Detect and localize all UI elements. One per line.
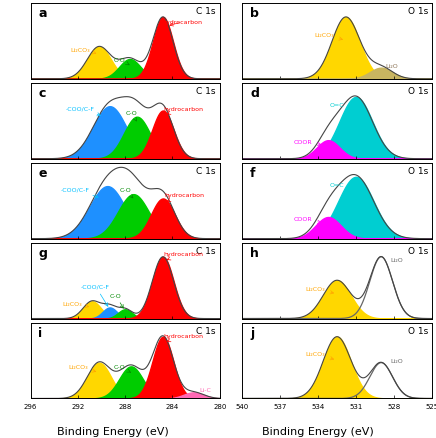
- Text: C-O: C-O: [113, 364, 130, 372]
- Text: O 1s: O 1s: [408, 87, 428, 96]
- Text: COOR: COOR: [294, 217, 321, 224]
- Text: i: i: [38, 326, 42, 339]
- Text: hydrocarbon: hydrocarbon: [163, 106, 203, 115]
- Text: -COO/C-F: -COO/C-F: [61, 187, 98, 198]
- Text: Li₂CO₃: Li₂CO₃: [68, 364, 95, 372]
- Text: d: d: [250, 87, 259, 100]
- Text: O 1s: O 1s: [408, 326, 428, 336]
- Text: hydrocarbon: hydrocarbon: [163, 333, 203, 342]
- Text: Li₂CO₃: Li₂CO₃: [306, 287, 334, 294]
- Text: Li₂CO₃: Li₂CO₃: [306, 352, 334, 360]
- Text: hydrocarbon: hydrocarbon: [162, 21, 202, 27]
- Text: h: h: [250, 247, 259, 260]
- Text: Li₂O: Li₂O: [390, 258, 403, 263]
- Text: O=C: O=C: [330, 102, 351, 111]
- Text: Li-C: Li-C: [200, 387, 211, 392]
- Text: C 1s: C 1s: [197, 7, 216, 16]
- Text: b: b: [250, 7, 259, 20]
- Text: hydrocarbon: hydrocarbon: [164, 192, 204, 202]
- Text: g: g: [38, 247, 47, 260]
- Text: f: f: [250, 167, 255, 180]
- Text: a: a: [38, 7, 47, 20]
- Text: c: c: [38, 87, 45, 100]
- Text: O 1s: O 1s: [408, 247, 428, 256]
- Text: O 1s: O 1s: [408, 7, 428, 16]
- Text: C-O: C-O: [110, 293, 123, 308]
- Text: Li₂CO₃: Li₂CO₃: [70, 47, 96, 55]
- Text: C 1s: C 1s: [197, 326, 216, 336]
- Text: C-O: C-O: [119, 187, 133, 198]
- Text: Binding Energy (eV): Binding Energy (eV): [58, 426, 169, 436]
- Text: C 1s: C 1s: [197, 87, 216, 96]
- Text: C-O: C-O: [125, 111, 137, 122]
- Text: Li₂CO₃: Li₂CO₃: [62, 301, 89, 308]
- Text: Li₂O: Li₂O: [390, 358, 403, 363]
- Text: -COO/C-F: -COO/C-F: [81, 284, 110, 307]
- Text: e: e: [38, 167, 47, 180]
- Text: O 1s: O 1s: [408, 167, 428, 176]
- Text: -COO/C-F: -COO/C-F: [66, 106, 101, 117]
- Text: j: j: [250, 326, 254, 339]
- Text: C 1s: C 1s: [197, 167, 216, 176]
- Text: COOR: COOR: [294, 140, 321, 146]
- Text: C-O: C-O: [113, 57, 129, 66]
- Text: C 1s: C 1s: [197, 247, 216, 256]
- Text: hydrocarbon: hydrocarbon: [163, 251, 203, 260]
- Text: Binding Energy (eV): Binding Energy (eV): [262, 426, 374, 436]
- Text: O=C: O=C: [330, 182, 351, 191]
- Text: Li₂CO₃: Li₂CO₃: [315, 33, 342, 41]
- Text: Li₂O: Li₂O: [385, 64, 398, 68]
